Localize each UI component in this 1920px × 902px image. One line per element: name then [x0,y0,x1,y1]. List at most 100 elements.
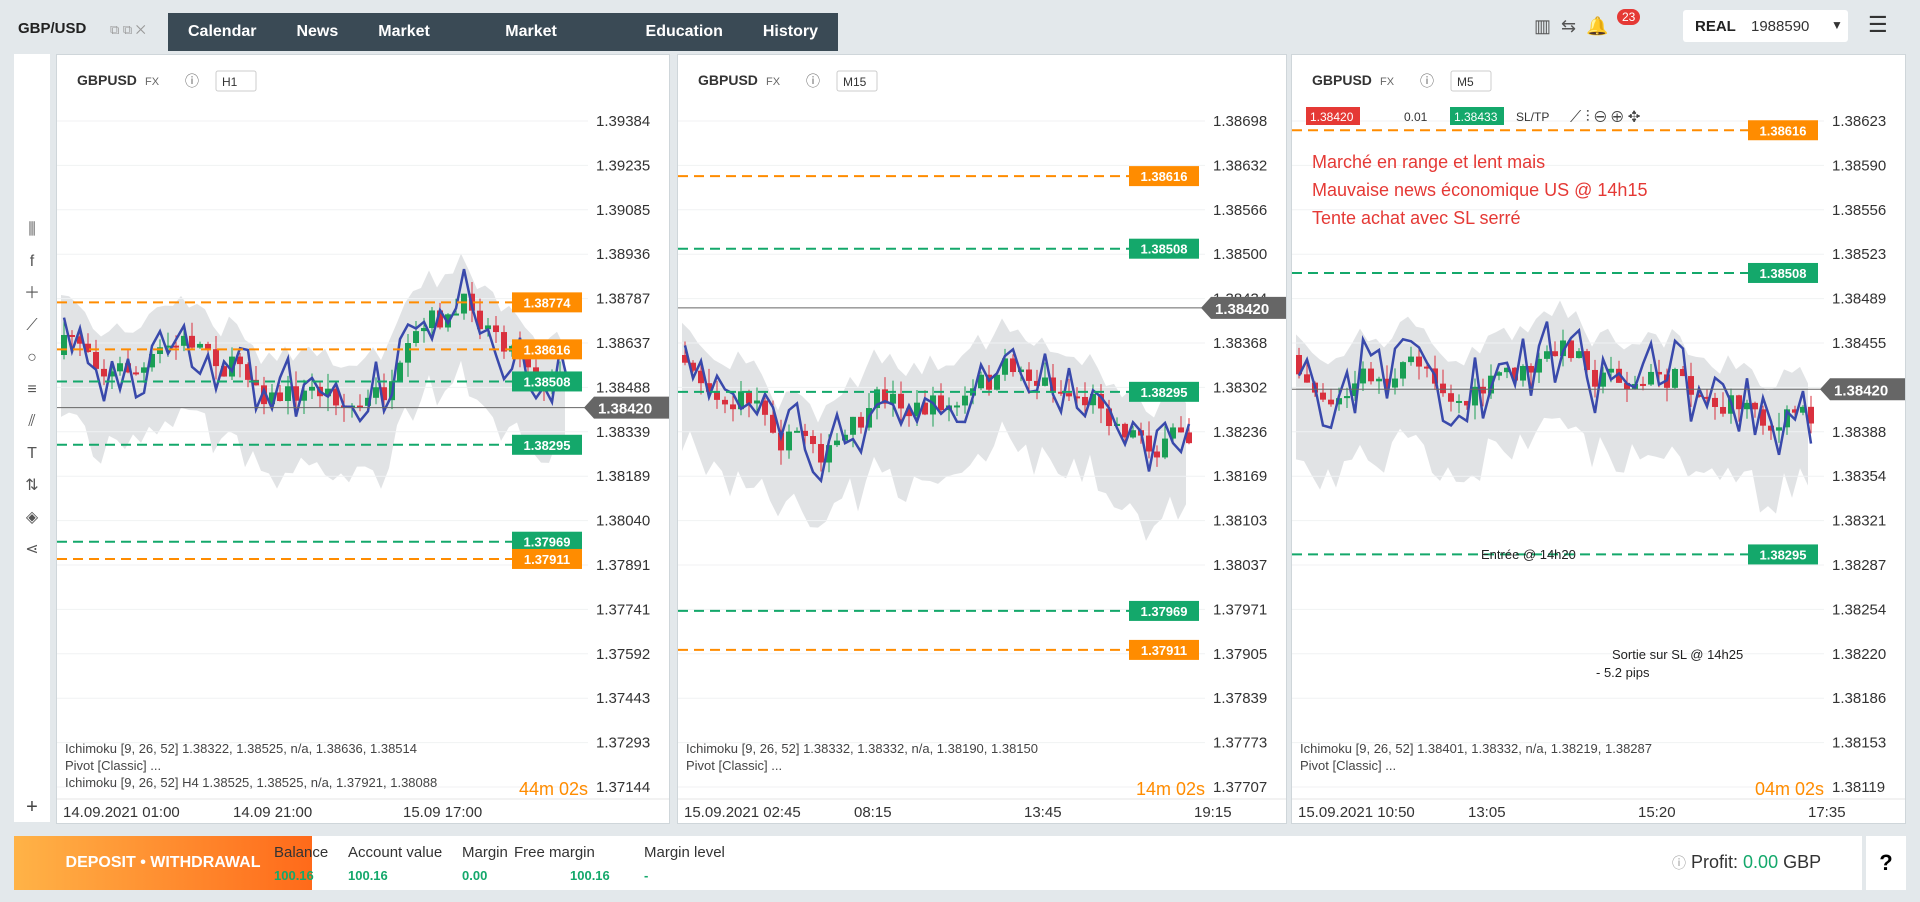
window-icons[interactable]: ⧉ ⧉ ✕ [110,22,146,37]
tab[interactable]: Market Watch [378,23,430,78]
candle-body [778,432,784,451]
candle-body [698,370,704,384]
candle-body [1178,427,1184,433]
time-label: 08:15 [854,804,892,821]
candle-body [1384,378,1390,388]
stat-value: 0.00 [462,868,488,883]
candle-body [1162,438,1168,458]
candle-body [1504,367,1510,373]
price-tag [512,292,582,313]
add-button[interactable]: + [14,796,50,822]
ichimoku-cloud [61,253,565,489]
candle-body [1688,376,1694,395]
candle-body [1376,378,1382,382]
candle-body [373,387,379,398]
candle-body [285,386,291,402]
chart: 1.39384 1.39235 1.39085 1.38936 1.38787 1.386… [57,70,669,821]
candle-body [890,393,896,404]
price-label: 1.38287 [1832,557,1886,574]
tab[interactable]: History [762,23,818,40]
indicator-line [683,345,1191,484]
candle-body [938,395,944,411]
candle-body [493,325,499,333]
indicator-legend: Pivot [Classic] ... [1300,758,1396,773]
candle-body [1544,351,1550,359]
candle-body [978,374,984,389]
account-box[interactable]: REAL 1988590 ▼ [1683,10,1848,42]
symbol-selector[interactable]: GBP/USD [18,20,87,37]
price-tag [1129,381,1199,402]
price-label: 1.38037 [1213,557,1267,574]
tab[interactable]: Calendar [188,23,257,40]
notification-badge: 23 [1617,9,1641,25]
candle-body [1768,425,1774,431]
tab[interactable]: News [296,23,339,40]
time-label: 14.09 21:00 [233,804,312,821]
candle-body [1456,400,1462,403]
price-tag-label: 1.38508 [524,374,571,389]
chart-panel: 1.39384 1.39235 1.39085 1.38936 1.38787 1.386… [56,54,670,824]
indicator-line [62,268,570,424]
profit-currency: GBP [1783,852,1822,872]
menu-icon[interactable]: ☰ [1868,12,1888,37]
ask: 1.38433 [1454,110,1498,124]
candle-body [117,363,123,372]
chart-panel: 1.38623 1.38590 1.38556 1.38523 1.38489 1.384… [1291,54,1906,824]
candle-body [77,336,83,344]
price-label: 1.38787 [596,291,650,308]
candle-body [1098,393,1104,409]
candle-body [125,363,131,373]
tool-icons[interactable]: ⫼ f ＋ ⟋ ○ ≡ ⫽ T ⇅ ◈ ⋖ [23,221,40,558]
footer: DEPOSIT • WITHDRAWAL Balance 100.16 Accoun… [14,836,1862,890]
candle-body [770,414,776,433]
candle-body [1170,427,1176,439]
price-label: 1.38103 [1213,513,1267,530]
deposit-button[interactable]: DEPOSIT • WITHDRAWAL [14,836,312,890]
price-label: 1.38500 [1213,246,1267,263]
candle-body [93,352,99,369]
timeframe: H1 [222,75,238,89]
drawing-toolbar: ⫼ f ＋ ⟋ ○ ≡ ⫽ T ⇅ ◈ ⋖ [14,54,50,822]
price-label: 1.38566 [1213,202,1267,219]
time-label: 15.09.2021 02:45 [684,804,801,821]
timeframe-box [215,70,257,92]
bid: 1.38420 [1310,110,1354,124]
indicator-legend: Ichimoku [9, 26, 52] 1.38332, 1.38332, n… [686,741,1038,756]
price-label: 1.38220 [1832,646,1886,663]
candle-body [1752,402,1758,410]
candle-body [1600,372,1606,387]
candle-body [397,362,403,382]
price-tag [1129,639,1199,660]
stat-value: 100.16 [570,868,610,883]
price-label: 1.37443 [596,690,650,707]
candle-body [898,393,904,409]
candle-body [1440,383,1446,394]
candle-body [858,416,864,428]
info-icon: ⓘ [1420,73,1434,89]
tab[interactable]: Education [645,23,723,40]
candle-body [61,335,67,355]
candle-body [405,343,411,363]
candle-body [181,335,187,346]
candle-body [1760,409,1766,426]
price-tag-label: 1.38616 [524,342,571,357]
symbol: GBPUSD [698,72,758,88]
candle-body [722,399,728,405]
price-label: 1.38354 [1832,468,1886,485]
candle-body [1042,377,1048,386]
candle-body [1560,340,1566,357]
candle-body [730,404,736,410]
tab[interactable]: Market analysis [505,23,568,78]
candle-body [1616,368,1622,383]
help-button[interactable]: ? [1866,836,1906,890]
candle-body [1800,406,1806,413]
candle-body [786,431,792,451]
candle-body [1528,365,1534,373]
candle-body [1344,396,1350,399]
candle-body [501,332,507,352]
candle-body [1672,368,1678,388]
chart: 1.386981.386321.385661.385001.384341.383… [678,70,1286,821]
annotation: Sortie sur SL @ 14h25 [1612,647,1743,662]
toolbar-icons[interactable]: ▥ ⇆ 🔔 [1534,16,1609,36]
candle-body [1624,382,1630,390]
